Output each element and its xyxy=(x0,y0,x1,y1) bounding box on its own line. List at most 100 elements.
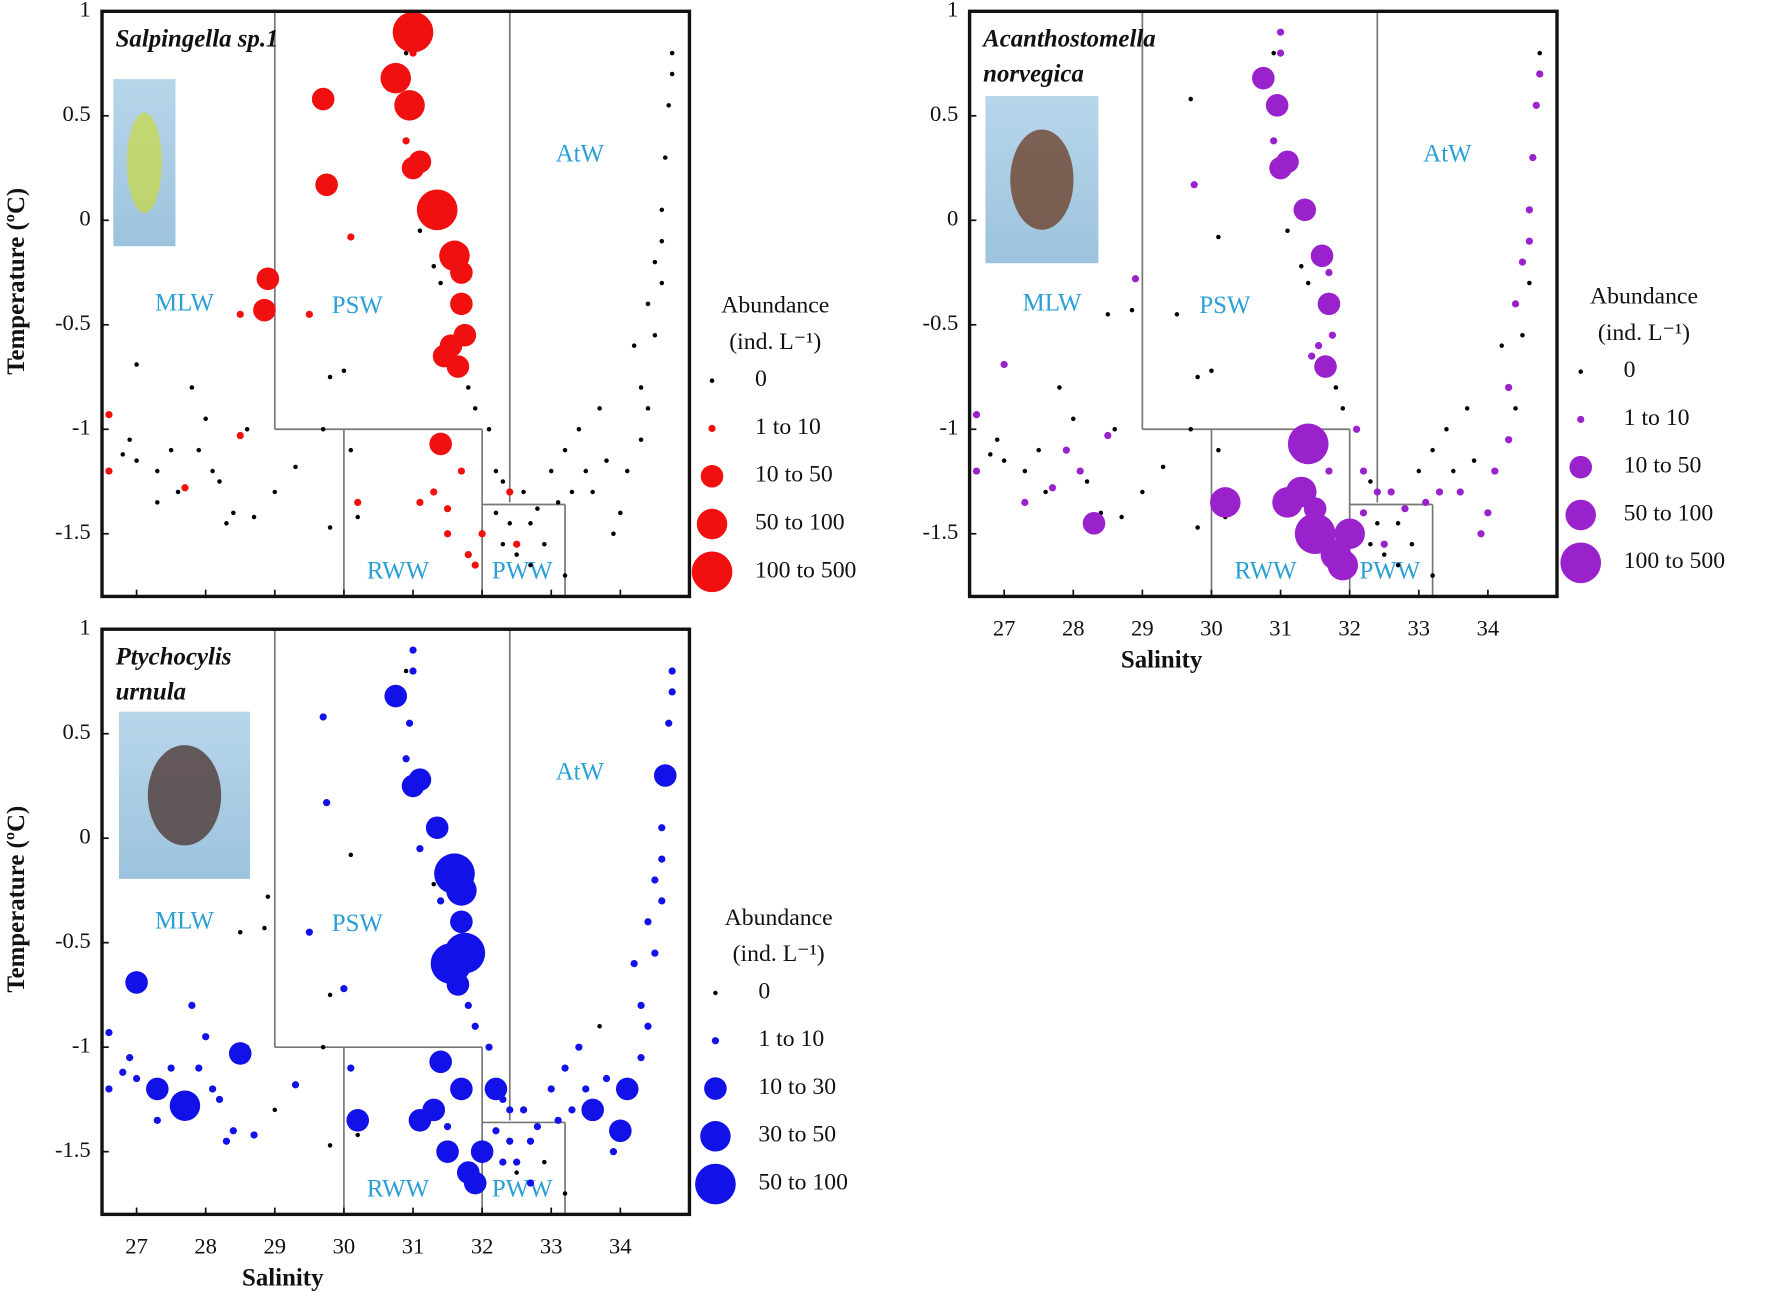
legend-marker xyxy=(696,508,728,540)
station-point xyxy=(1252,66,1275,90)
station-point xyxy=(443,1122,452,1131)
station-point xyxy=(431,881,437,887)
station-point xyxy=(169,1090,201,1121)
legend-label: 10 to 30 xyxy=(758,1074,836,1100)
station-point xyxy=(327,374,333,380)
station-point xyxy=(438,280,443,286)
station-point xyxy=(1299,263,1304,269)
station-point xyxy=(1368,541,1373,547)
station-point xyxy=(1190,181,1198,189)
station-point xyxy=(499,1095,507,1104)
station-point xyxy=(1477,530,1485,538)
station-point xyxy=(105,1085,113,1093)
station-point xyxy=(519,1106,528,1114)
station-point xyxy=(1293,198,1317,222)
station-point xyxy=(348,447,354,453)
station-point xyxy=(548,468,554,474)
station-point xyxy=(470,1140,494,1163)
station-point xyxy=(1327,549,1359,581)
station-point xyxy=(291,1081,300,1089)
legend-marker xyxy=(1565,499,1596,531)
y-tick-label: -1 xyxy=(72,1032,91,1057)
station-point xyxy=(611,531,616,537)
station-point xyxy=(631,343,637,348)
y-tick-label: -1.5 xyxy=(55,1137,91,1162)
station-point xyxy=(155,500,160,505)
station-point xyxy=(568,1106,576,1114)
station-point xyxy=(1209,368,1214,374)
station-point xyxy=(1505,383,1513,392)
station-point xyxy=(443,530,452,538)
station-point xyxy=(507,521,513,526)
station-point xyxy=(1119,514,1124,520)
station-point xyxy=(429,432,452,456)
station-point xyxy=(422,1098,446,1122)
water-mass-label: RWW xyxy=(367,557,430,584)
station-point xyxy=(127,437,132,442)
station-point xyxy=(253,298,276,322)
station-point xyxy=(582,1085,590,1093)
station-point xyxy=(236,310,244,318)
station-point xyxy=(440,970,448,978)
station-point xyxy=(492,1127,500,1135)
station-point xyxy=(217,479,222,484)
station-point xyxy=(1328,331,1337,339)
station-point xyxy=(348,852,354,858)
legend-title: Abundance xyxy=(1590,284,1698,310)
station-point xyxy=(1048,484,1057,492)
legend-marker xyxy=(711,1037,720,1045)
x-tick-label: 33 xyxy=(540,1233,563,1258)
legend-marker xyxy=(695,1163,736,1205)
station-point xyxy=(272,1107,278,1113)
station-point xyxy=(208,1085,217,1093)
station-point xyxy=(1314,342,1323,350)
water-mass-label: MLW xyxy=(1023,290,1082,317)
station-point xyxy=(168,447,174,453)
station-point xyxy=(1359,467,1368,475)
station-point xyxy=(669,71,675,77)
station-point xyxy=(638,385,644,390)
station-point xyxy=(513,540,521,548)
station-point xyxy=(202,1033,210,1041)
station-point xyxy=(609,1119,632,1143)
station-point xyxy=(597,1024,602,1029)
station-point xyxy=(210,468,215,474)
station-point xyxy=(464,551,472,559)
y-tick-label: 0 xyxy=(79,823,90,848)
y-tick-label: 1 xyxy=(79,0,90,21)
station-point xyxy=(1422,498,1430,507)
station-point xyxy=(484,1077,508,1101)
legend-label: 0 xyxy=(1624,357,1636,383)
station-point xyxy=(236,431,244,440)
station-point xyxy=(471,561,479,569)
legend-marker xyxy=(700,1121,731,1152)
x-tick-label: 34 xyxy=(609,1233,632,1258)
station-point xyxy=(437,897,445,905)
water-mass-label: PSW xyxy=(332,910,384,937)
station-point xyxy=(1112,427,1117,432)
station-point xyxy=(668,667,676,675)
station-point xyxy=(1216,234,1221,240)
station-point xyxy=(1276,150,1299,174)
station-point xyxy=(1276,28,1285,36)
station-point xyxy=(1305,280,1311,286)
water-mass-label: MLW xyxy=(155,290,214,317)
station-point xyxy=(1368,479,1373,484)
station-point xyxy=(1195,374,1200,380)
station-point xyxy=(528,521,533,526)
x-tick-label: 27 xyxy=(993,616,1016,641)
station-point xyxy=(327,1143,333,1148)
station-point xyxy=(651,876,659,884)
station-point xyxy=(450,261,473,284)
water-mass-label: RWW xyxy=(1235,557,1298,584)
station-point xyxy=(666,103,671,108)
legend-marker xyxy=(691,551,733,593)
station-point xyxy=(409,667,417,675)
station-point xyxy=(327,525,333,530)
station-point xyxy=(1416,468,1422,474)
station-point xyxy=(1430,447,1435,453)
station-point xyxy=(1105,312,1111,317)
station-point xyxy=(1525,237,1533,245)
station-point xyxy=(1210,487,1241,518)
